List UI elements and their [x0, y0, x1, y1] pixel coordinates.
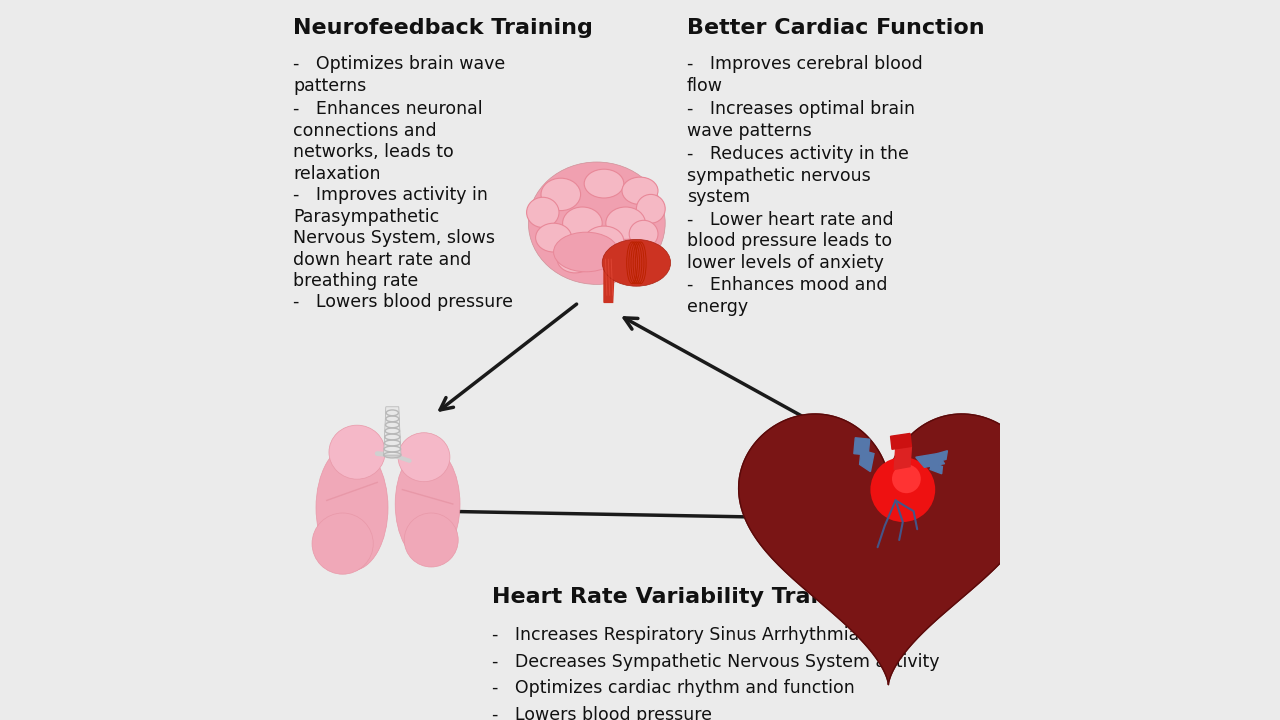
Text: -   Improves cerebral blood
flow: - Improves cerebral blood flow [687, 55, 923, 95]
Ellipse shape [622, 177, 658, 204]
Polygon shape [739, 414, 1038, 685]
Ellipse shape [316, 444, 388, 570]
Polygon shape [860, 450, 874, 472]
Text: Better Cardiac Function: Better Cardiac Function [687, 18, 984, 38]
Ellipse shape [557, 246, 593, 273]
Ellipse shape [605, 207, 645, 239]
Ellipse shape [404, 513, 458, 567]
Ellipse shape [535, 223, 572, 252]
Ellipse shape [563, 207, 602, 239]
Ellipse shape [526, 197, 559, 228]
Text: -   Lowers blood pressure: - Lowers blood pressure [493, 706, 713, 720]
Polygon shape [604, 253, 614, 302]
Ellipse shape [329, 425, 385, 480]
Ellipse shape [541, 178, 581, 210]
Polygon shape [936, 451, 947, 462]
Polygon shape [915, 454, 945, 467]
Text: Neurofeedback Training: Neurofeedback Training [293, 18, 593, 38]
Ellipse shape [602, 244, 636, 271]
Polygon shape [891, 433, 911, 449]
Ellipse shape [892, 464, 920, 493]
Text: Heart Rate Variability Training: Heart Rate Variability Training [493, 587, 874, 607]
Ellipse shape [554, 232, 618, 271]
Ellipse shape [630, 220, 658, 248]
Text: -   Increases Respiratory Sinus Arrhythmia: - Increases Respiratory Sinus Arrhythmia [493, 626, 860, 644]
Text: -   Optimizes brain wave
patterns: - Optimizes brain wave patterns [293, 55, 506, 95]
Text: -   Decreases Sympathetic Nervous System activity: - Decreases Sympathetic Nervous System a… [493, 653, 940, 671]
Ellipse shape [870, 457, 936, 522]
Ellipse shape [584, 169, 623, 198]
Polygon shape [895, 446, 911, 469]
Ellipse shape [396, 446, 460, 562]
Text: -   Improves activity in
Parasympathetic
Nervous System, slows
down heart rate a: - Improves activity in Parasympathetic N… [293, 186, 495, 290]
Ellipse shape [636, 194, 666, 223]
Ellipse shape [398, 433, 451, 482]
Polygon shape [931, 462, 942, 474]
Ellipse shape [584, 226, 623, 256]
Ellipse shape [602, 239, 671, 287]
Ellipse shape [312, 513, 374, 575]
Text: -   Increases optimal brain
wave patterns: - Increases optimal brain wave patterns [687, 100, 915, 140]
Polygon shape [384, 407, 401, 455]
Text: -   Lower heart rate and
blood pressure leads to
lower levels of anxiety: - Lower heart rate and blood pressure le… [687, 211, 893, 271]
Text: -   Enhances neuronal
connections and
networks, leads to
relaxation: - Enhances neuronal connections and netw… [293, 100, 483, 183]
Text: -   Lowers blood pressure: - Lowers blood pressure [293, 293, 513, 311]
Text: -   Enhances mood and
energy: - Enhances mood and energy [687, 276, 887, 315]
Ellipse shape [529, 162, 666, 284]
Text: -   Reduces activity in the
sympathetic nervous
system: - Reduces activity in the sympathetic ne… [687, 145, 909, 206]
Text: -   Optimizes cardiac rhythm and function: - Optimizes cardiac rhythm and function [493, 679, 855, 697]
Polygon shape [854, 438, 869, 455]
